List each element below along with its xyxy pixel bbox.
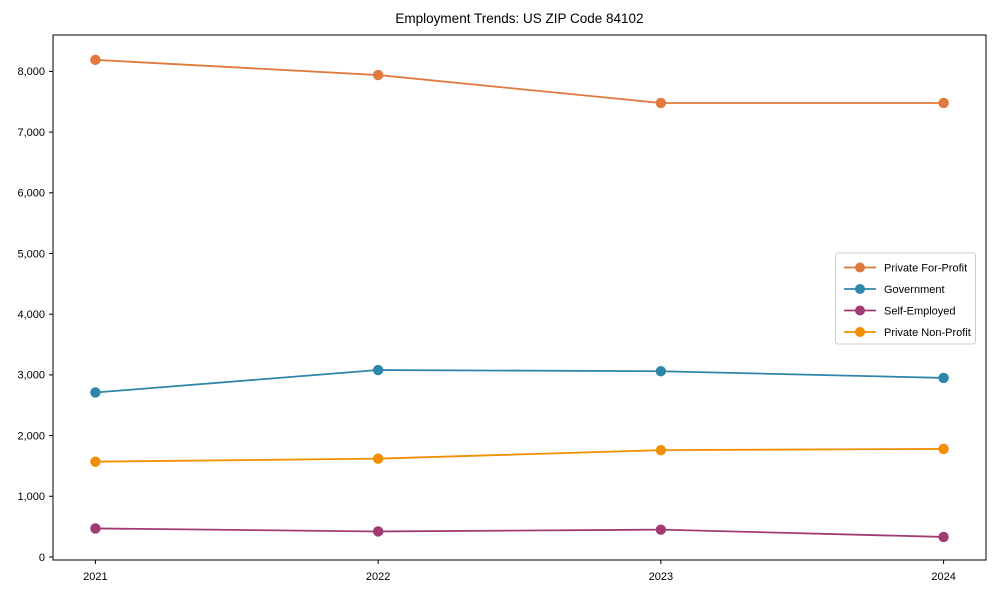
data-point-private-for-profit-2024 bbox=[938, 97, 949, 109]
x-tick-label: 2024 bbox=[931, 571, 955, 583]
data-point-government-2024 bbox=[938, 372, 949, 384]
legend-swatch-dot bbox=[855, 262, 865, 273]
legend-box bbox=[835, 252, 976, 345]
x-tick-label: 2022 bbox=[366, 571, 390, 583]
legend: Private For-Profit Government Self-Employe… bbox=[835, 252, 976, 345]
legend-item-self-employed: Self-Employed bbox=[844, 305, 956, 317]
y-tick-label: 7,000 bbox=[17, 127, 45, 139]
data-point-private-non-profit-2021 bbox=[90, 456, 101, 467]
y-tick-label: 3,000 bbox=[17, 370, 45, 382]
series-government bbox=[90, 364, 949, 398]
data-point-self-employed-2023 bbox=[655, 524, 667, 535]
legend-item-private-for-profit: Private For-Profit bbox=[844, 262, 967, 274]
series-line-private-for-profit bbox=[95, 58, 944, 104]
legend-label: Private Non-Profit bbox=[884, 327, 971, 339]
y-tick-label: 6,000 bbox=[17, 188, 45, 200]
legend-label: Government bbox=[884, 284, 945, 296]
series-line-private-non-profit bbox=[95, 448, 944, 463]
y-tick-label: 8,000 bbox=[17, 66, 45, 78]
series-line-government bbox=[95, 369, 944, 394]
series-private-for-profit bbox=[90, 54, 949, 109]
data-point-self-employed-2024 bbox=[938, 531, 949, 543]
legend-item-private-non-profit: Private Non-Profit bbox=[844, 327, 971, 339]
legend-swatch-dot bbox=[855, 305, 865, 316]
x-tick-label: 2023 bbox=[649, 571, 673, 583]
y-tick-label: 2,000 bbox=[17, 430, 45, 442]
chart-title: Employment Trends: US ZIP Code 84102 bbox=[395, 11, 643, 26]
legend-label: Self-Employed bbox=[884, 305, 956, 317]
data-point-private-for-profit-2021 bbox=[90, 54, 101, 66]
y-tick-label: 1,000 bbox=[17, 491, 45, 503]
x-tick-label: 2021 bbox=[83, 571, 107, 583]
data-point-private-non-profit-2022 bbox=[372, 453, 384, 464]
y-tick-label: 0 bbox=[39, 552, 45, 564]
data-point-self-employed-2021 bbox=[90, 523, 101, 534]
y-tick-label: 4,000 bbox=[17, 309, 45, 321]
series-private-non-profit bbox=[90, 443, 949, 467]
data-point-government-2022 bbox=[372, 364, 384, 376]
data-point-private-for-profit-2023 bbox=[655, 97, 667, 109]
data-point-private-non-profit-2024 bbox=[938, 443, 949, 455]
legend-item-government: Government bbox=[844, 284, 945, 296]
series-self-employed bbox=[90, 523, 949, 543]
legend-label: Private For-Profit bbox=[884, 262, 967, 274]
series-line-self-employed bbox=[95, 527, 944, 538]
data-point-government-2021 bbox=[90, 387, 101, 398]
legend-swatch-dot bbox=[855, 284, 865, 294]
data-point-private-non-profit-2023 bbox=[655, 444, 667, 456]
data-point-self-employed-2022 bbox=[372, 526, 384, 537]
y-tick-label: 5,000 bbox=[17, 248, 45, 260]
legend-swatch-dot bbox=[855, 327, 865, 337]
plot-area: 0 1,000 2,000 3,000 4,000 5,000 6,000 7,000 8,00… bbox=[17, 34, 987, 583]
data-point-government-2023 bbox=[655, 366, 667, 377]
data-point-private-for-profit-2022 bbox=[372, 69, 384, 81]
plot-border bbox=[52, 34, 987, 561]
